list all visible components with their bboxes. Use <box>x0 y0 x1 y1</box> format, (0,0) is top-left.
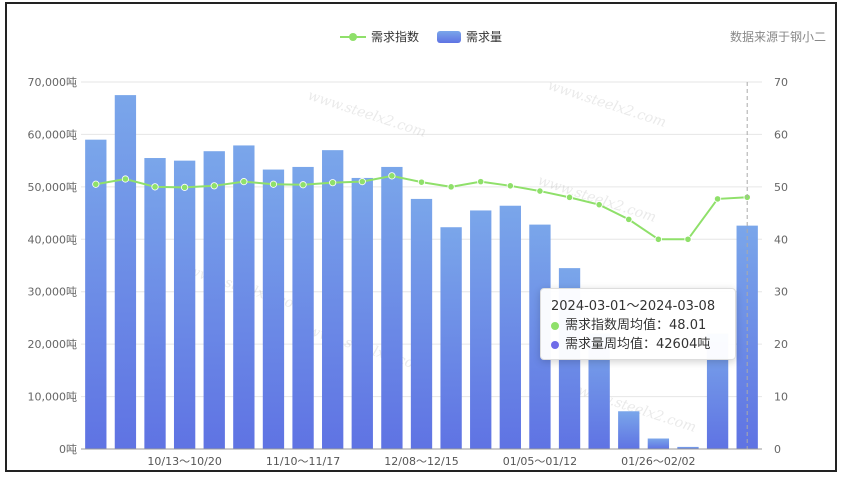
tooltip-row-index: 需求指数周均值： 48.01 <box>551 316 725 335</box>
tooltip-index-label: 需求指数周均值： <box>565 318 670 333</box>
tooltip-volume-value: 42604吨 <box>656 337 711 352</box>
line-point <box>181 183 189 191</box>
legend-bar-item[interactable]: 需求量 <box>437 28 502 45</box>
bar <box>262 169 285 449</box>
line-point <box>329 179 337 187</box>
line-point <box>447 183 455 191</box>
bar <box>470 210 492 449</box>
line-point <box>121 175 130 183</box>
x-tick-label: 10/13～10/20 <box>147 455 221 468</box>
x-tick-label: 12/08～12/15 <box>384 455 458 468</box>
legend-line-item[interactable]: 需求指数 <box>340 28 419 45</box>
tooltip-dot-index <box>551 321 559 330</box>
y-right-tick-label: 70 <box>774 76 788 89</box>
tooltip: 2024-03-01～2024-03-08 需求指数周均值： 48.01 需求量… <box>540 288 736 360</box>
line-point <box>299 181 307 189</box>
y-left-tick-label: 50,000吨 <box>28 181 78 194</box>
tooltip-index-value: 48.01 <box>669 318 707 333</box>
y-right-tick-label: 20 <box>774 338 788 351</box>
tooltip-row-volume: 需求量周均值： 42604吨 <box>551 335 725 354</box>
bar <box>203 151 225 449</box>
bar <box>381 166 403 450</box>
line-point <box>477 178 485 186</box>
bar <box>529 224 551 449</box>
line-point <box>358 178 366 186</box>
bar <box>499 205 521 449</box>
bar <box>292 166 314 450</box>
y-right-tick-label: 30 <box>774 286 788 299</box>
y-left-tick-label: 30,000吨 <box>28 286 78 299</box>
line-point <box>506 182 514 190</box>
bar <box>410 198 433 449</box>
bar <box>351 177 373 450</box>
bar <box>233 145 255 449</box>
legend-line-label: 需求指数 <box>371 30 420 44</box>
bar <box>588 333 610 449</box>
watermark-text: www.steelx2.com <box>306 88 428 141</box>
legend-bar-label: 需求量 <box>466 30 503 44</box>
bar <box>144 158 166 449</box>
line-point <box>92 180 100 188</box>
y-right-tick-label: 10 <box>774 391 788 404</box>
line-point <box>151 183 159 191</box>
bar <box>677 446 699 449</box>
chart-frame: www.steelx2.com www.steelx2.com www.steelx… <box>5 2 837 472</box>
line-point <box>417 178 426 186</box>
bar <box>322 150 344 449</box>
line-point <box>269 180 278 188</box>
y-left-tick-label: 60,000吨 <box>28 128 78 141</box>
line-point <box>565 193 574 201</box>
line-point <box>684 235 692 243</box>
bar <box>173 160 196 449</box>
line-point <box>713 195 722 203</box>
line-point <box>240 178 248 186</box>
axes: 0吨 0 10,000吨 10 20,000吨 20 30,000吨 30 40,000吨 40 5… <box>28 76 789 468</box>
line-point <box>536 187 544 195</box>
line-point <box>210 182 218 190</box>
chart-svg: www.steelx2.com www.steelx2.com www.steelx… <box>28 76 789 468</box>
legend-bar-icon <box>437 30 461 43</box>
watermark-text: www.steelx2.com <box>546 78 668 131</box>
line-point <box>388 172 396 180</box>
bar <box>618 411 640 449</box>
line-series <box>92 172 751 243</box>
bar <box>647 438 670 449</box>
y-left-tick-label: 40,000吨 <box>28 233 78 246</box>
line-point <box>595 201 603 209</box>
bar <box>440 227 462 449</box>
y-right-tick-label: 50 <box>774 181 788 194</box>
line-point <box>625 215 633 223</box>
y-right-tick-label: 60 <box>774 128 788 141</box>
bar <box>85 139 107 449</box>
line-point <box>654 235 662 243</box>
y-left-tick-label: 0吨 <box>59 443 77 456</box>
y-right-tick-label: 0 <box>774 443 781 456</box>
bar-series <box>85 95 758 450</box>
y-left-tick-label: 70,000吨 <box>28 76 78 89</box>
y-left-tick-label: 10,000吨 <box>28 391 78 404</box>
x-tick-label: 11/10～11/17 <box>266 455 340 468</box>
bar <box>114 95 137 449</box>
tooltip-title: 2024-03-01～2024-03-08 <box>551 299 716 314</box>
x-tick-label: 01/05～01/12 <box>503 455 577 468</box>
tooltip-volume-label: 需求量周均值： <box>565 337 657 352</box>
legend-line-icon <box>340 32 366 41</box>
y-right-tick-label: 40 <box>774 233 788 246</box>
bar <box>706 333 729 449</box>
tooltip-dot-volume <box>551 340 559 349</box>
x-tick-label: 01/26～02/02 <box>621 455 695 468</box>
y-left-tick-label: 20,000吨 <box>28 338 78 351</box>
source-note: 数据来源于钢小二 <box>730 30 827 44</box>
watermark-text: www.steelx2.com <box>536 173 658 226</box>
